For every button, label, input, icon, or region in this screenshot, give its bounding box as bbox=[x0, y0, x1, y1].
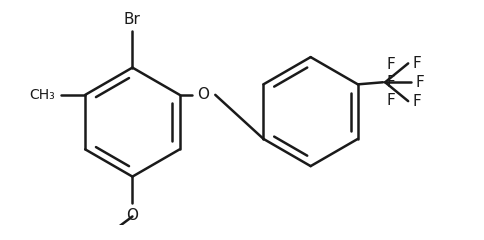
Text: F: F bbox=[385, 93, 394, 108]
Text: CH₃: CH₃ bbox=[29, 88, 55, 102]
Text: F: F bbox=[415, 75, 424, 90]
Text: F: F bbox=[385, 57, 394, 72]
Text: F: F bbox=[385, 75, 394, 90]
Text: Br: Br bbox=[124, 12, 140, 27]
Text: F: F bbox=[411, 94, 420, 109]
Text: O: O bbox=[197, 87, 208, 102]
Text: O: O bbox=[126, 208, 138, 223]
Text: F: F bbox=[411, 56, 420, 71]
